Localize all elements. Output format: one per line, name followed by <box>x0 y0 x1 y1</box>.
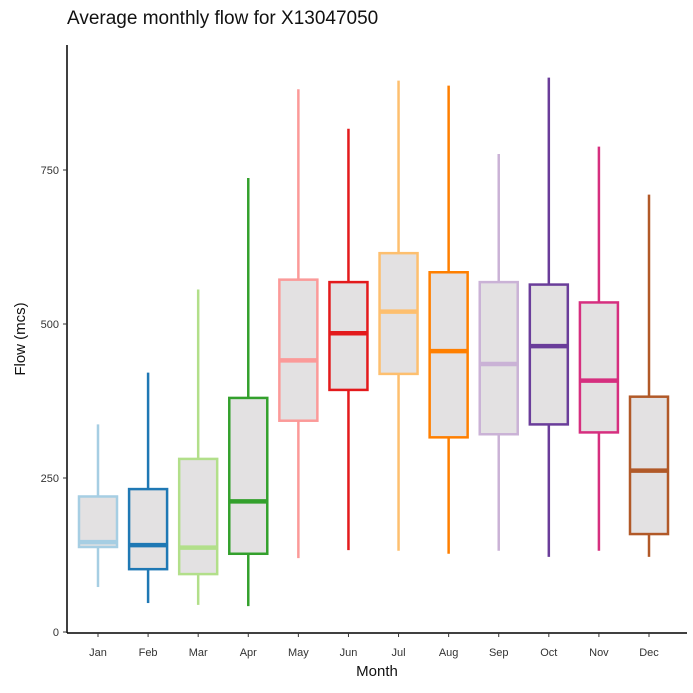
box-iqr-mar <box>177 457 219 576</box>
x-axis-title: Month <box>356 663 398 680</box>
box-iqr-dec <box>628 395 670 536</box>
y-axis-title: Flow (mcs) <box>12 302 29 375</box>
box-oct <box>528 77 570 557</box>
box-apr <box>228 178 269 607</box>
box-jun <box>328 128 369 551</box>
y-axis-ticks: 0 250 500 750 <box>41 165 67 639</box>
box-may <box>278 89 319 559</box>
box-series <box>77 77 670 607</box>
y-tick-label-500: 500 <box>41 319 59 331</box>
box-jul <box>378 80 419 551</box>
x-tick-label-jul: Jul <box>392 647 406 659</box>
x-tick-label-aug: Aug <box>439 647 459 659</box>
x-tick-label-mar: Mar <box>189 647 208 659</box>
x-tick-label-oct: Oct <box>540 647 557 659</box>
box-aug <box>428 85 469 554</box>
box-iqr-sep <box>478 280 519 436</box>
box-mar <box>177 289 219 605</box>
x-tick-label-may: May <box>288 647 309 659</box>
box-jan <box>77 424 119 588</box>
y-tick-label-0: 0 <box>53 627 59 639</box>
chart-title: Average monthly flow for X13047050 <box>67 8 379 29</box>
x-tick-label-sep: Sep <box>489 647 509 659</box>
box-iqr-oct <box>528 283 570 426</box>
x-tick-label-dec: Dec <box>639 647 659 659</box>
box-sep <box>478 153 519 551</box>
box-iqr-feb <box>127 487 169 571</box>
box-iqr-may <box>278 278 319 422</box>
x-tick-label-jan: Jan <box>89 647 107 659</box>
y-tick-label-750: 750 <box>41 165 59 177</box>
x-tick-label-jun: Jun <box>340 647 358 659</box>
x-tick-label-nov: Nov <box>589 647 609 659</box>
box-iqr-apr <box>228 396 269 556</box>
x-axis-ticks: Jan Feb Mar Apr May Jun Jul Aug Sep Oct Nov Dec <box>89 633 659 659</box>
x-tick-label-apr: Apr <box>240 647 257 659</box>
box-nov <box>578 146 620 551</box>
box-iqr-nov <box>578 301 620 434</box>
box-iqr-jun <box>328 280 369 392</box>
box-dec <box>628 194 670 557</box>
y-tick-label-250: 250 <box>41 473 59 485</box>
x-tick-label-feb: Feb <box>139 647 158 659</box>
box-iqr-aug <box>428 271 469 439</box>
box-iqr-jan <box>77 495 119 549</box>
box-feb <box>127 372 169 604</box>
